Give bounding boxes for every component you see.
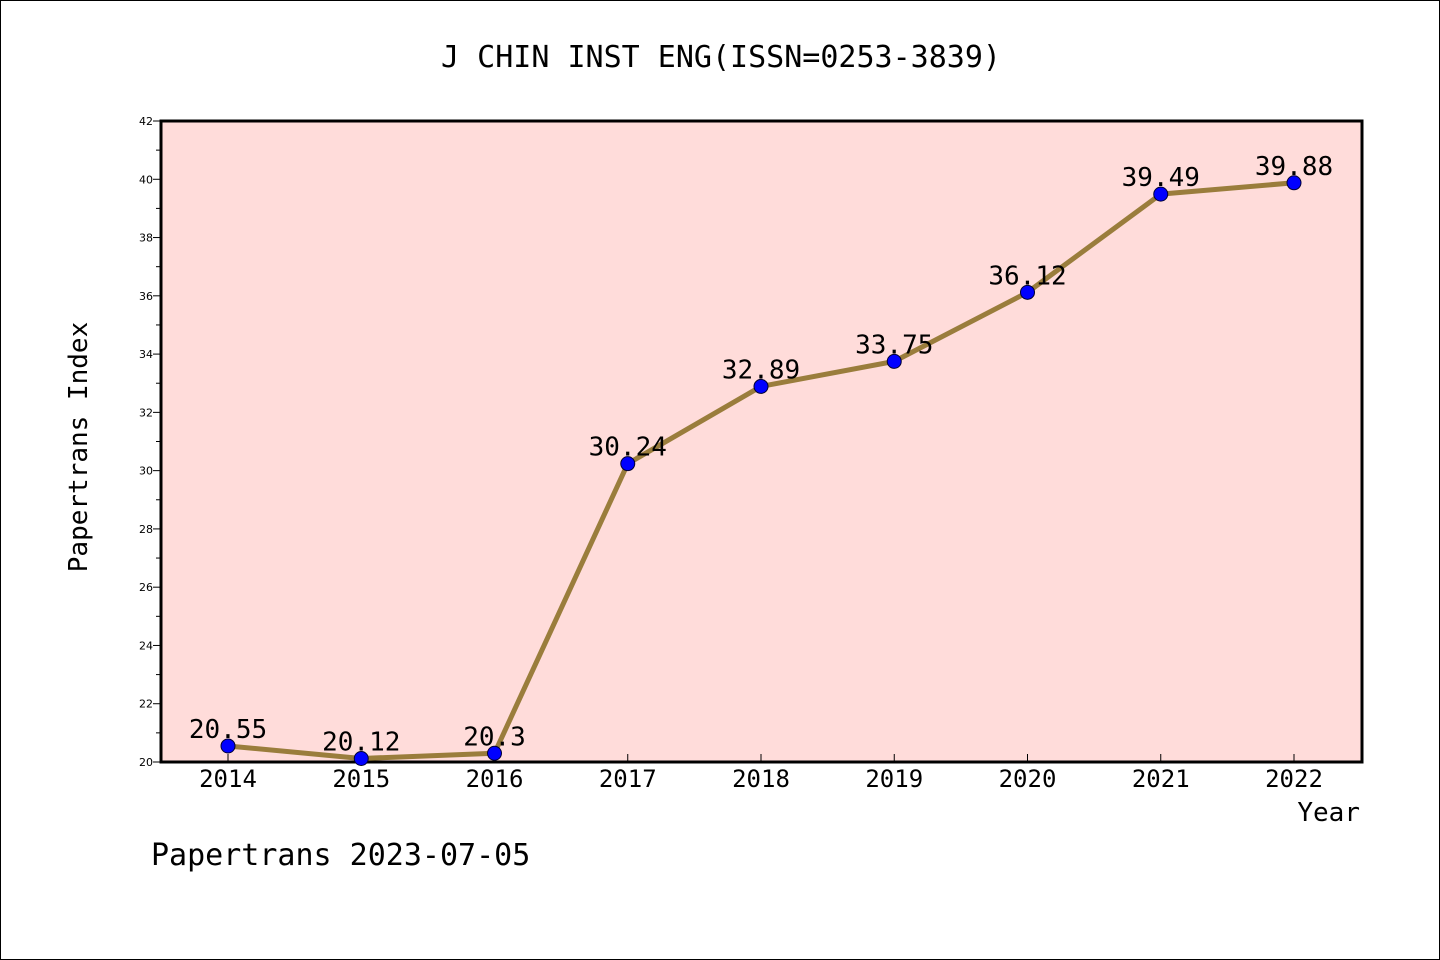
x-axis-tick-labels: 2014 2015 2016 2017 2018 2019 2020 2021 2022 — [199, 765, 1323, 793]
x-tick-label: 2021 — [1132, 765, 1190, 793]
data-point — [220, 738, 236, 754]
y-tick-label: 30 — [139, 465, 153, 478]
y-axis-label: Papertrans Index — [64, 322, 94, 572]
y-tick-label: 38 — [139, 232, 153, 245]
data-point — [487, 745, 502, 761]
chart-title: J CHIN INST ENG(ISSN=0253-3839) — [441, 40, 1001, 75]
data-point — [1286, 175, 1302, 191]
data-points — [220, 175, 1302, 767]
data-point — [353, 751, 369, 767]
data-point — [753, 378, 769, 394]
x-tick-label: 2020 — [999, 765, 1057, 793]
plot-area — [159, 119, 1364, 764]
x-tick-label: 2017 — [599, 765, 657, 793]
data-point — [886, 353, 902, 369]
y-tick-label: 40 — [139, 173, 153, 186]
footer-source-label: Papertrans 2023-07-05 — [151, 838, 530, 873]
x-tick-label: 2019 — [865, 765, 923, 793]
data-point — [1153, 186, 1169, 202]
data-point — [620, 456, 636, 472]
x-tick-label: 2022 — [1265, 765, 1323, 793]
data-point — [1020, 284, 1035, 300]
y-tick-label: 36 — [139, 290, 153, 303]
y-tick-label: 42 — [139, 115, 153, 128]
x-tick-label: 2016 — [466, 765, 524, 793]
x-axis-label: Year — [1297, 798, 1360, 828]
y-tick-label: 28 — [139, 523, 153, 536]
y-tick-label: 24 — [139, 639, 153, 652]
x-tick-label: 2014 — [199, 765, 257, 793]
x-tick-label: 2015 — [332, 765, 390, 793]
y-tick-label: 26 — [139, 581, 153, 594]
y-tick-label: 34 — [139, 348, 153, 361]
y-axis-tick-labels: 20 22 24 26 28 30 32 34 36 38 40 42 — [139, 115, 153, 769]
y-tick-label: 22 — [139, 698, 153, 711]
x-tick-label: 2018 — [732, 765, 790, 793]
y-tick-label: 20 — [139, 756, 153, 769]
y-axis-ticks — [153, 120, 161, 763]
y-tick-label: 32 — [139, 406, 153, 419]
